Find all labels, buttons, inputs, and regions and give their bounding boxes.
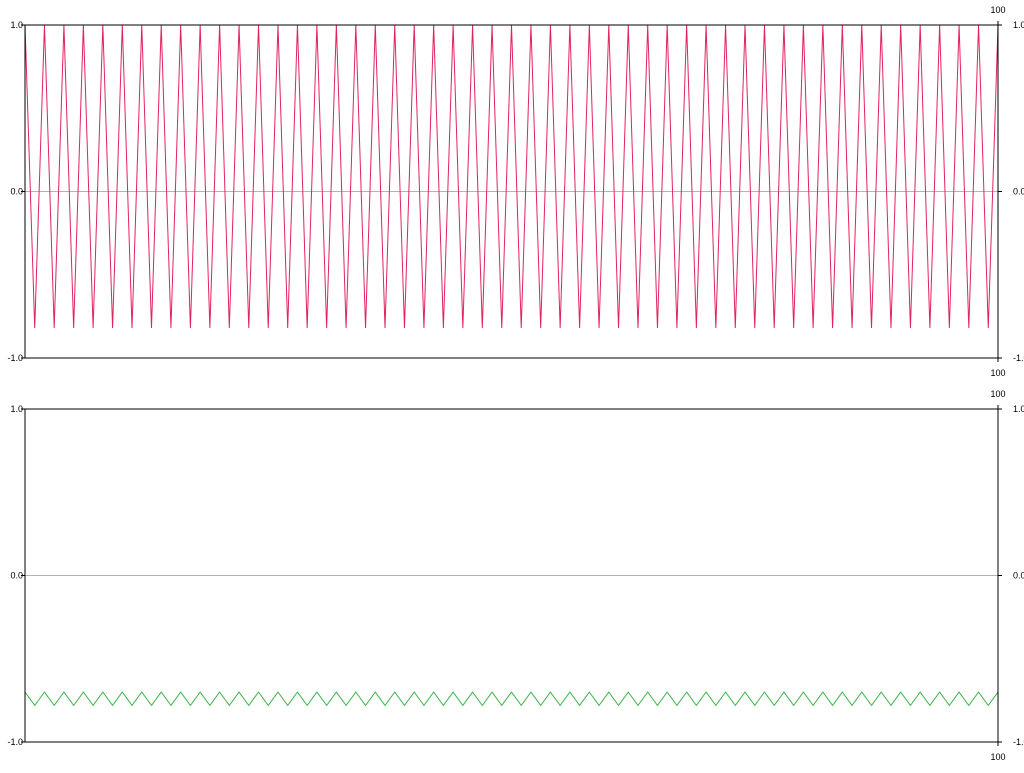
panel-1-series-line-1: [24, 24, 999, 329]
panel-2-y-tick-label-right: -1.0: [1013, 737, 1024, 747]
panel-1-y-tick-label-left: 1.0: [10, 20, 23, 30]
panel-1-y-tick-label-left: -1.0: [7, 353, 23, 363]
panel-1-y-tick-label-right: 1.0: [1013, 20, 1024, 30]
panel-1-x-tick-label-bottom: 100: [990, 368, 1005, 378]
panel-2-y-tick-label-right: 1.0: [1013, 404, 1024, 414]
panel-2-x-tick-label-top: 100: [990, 389, 1005, 399]
panel-2-y-tick-label-left: 1.0: [10, 404, 23, 414]
panel-1-y-tick-label-right: -1.0: [1013, 353, 1024, 363]
panel-2-y-tick-label-left: 0.0: [10, 571, 23, 581]
panel-2-x-tick-label-bottom: 100: [990, 752, 1005, 762]
panel-1-y-tick-label-right: 0.0: [1013, 187, 1024, 197]
panel-1-x-tick-label-top: 100: [990, 5, 1005, 15]
panel-2-series-line-1: [24, 691, 999, 707]
panel-2-y-tick-label-right: 0.0: [1013, 571, 1024, 581]
panel-2-y-tick-label-left: -1.0: [7, 737, 23, 747]
panel-1-y-tick-label-left: 0.0: [10, 187, 23, 197]
